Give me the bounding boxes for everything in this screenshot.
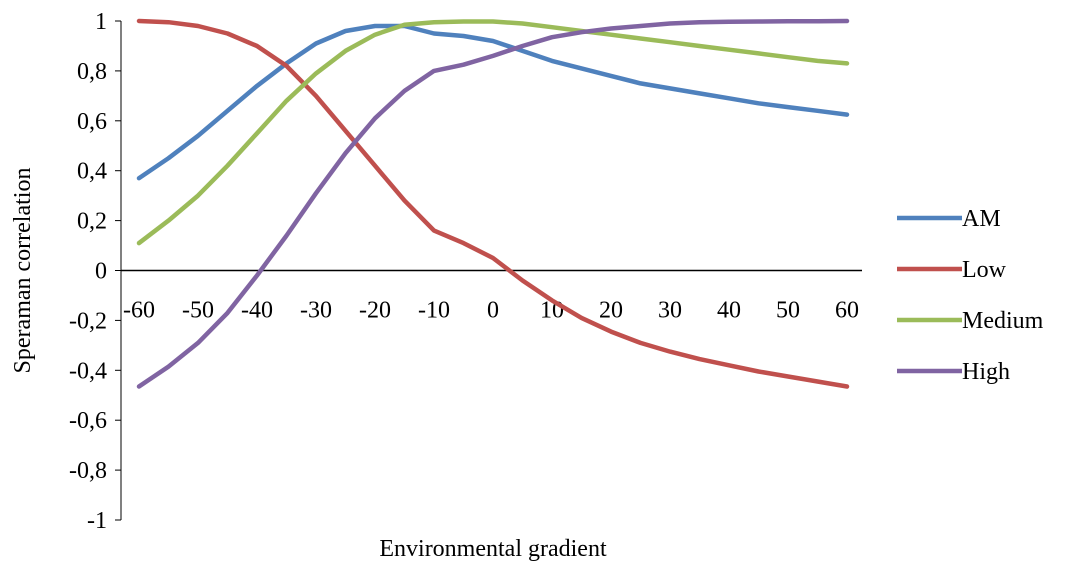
y-tick-label: 0 — [95, 259, 107, 285]
legend-label: AM — [962, 206, 1001, 232]
y-tick-label: -0,8 — [69, 458, 107, 484]
legend-label: Medium — [962, 308, 1044, 334]
legend-item-medium: Medium — [897, 308, 1044, 334]
x-tick-label: -60 — [123, 298, 155, 324]
y-tick-label: 1 — [95, 9, 107, 35]
axes — [120, 21, 862, 520]
y-tick-label: 0,8 — [77, 59, 107, 85]
x-tick-label: -40 — [241, 298, 273, 324]
legend-label: Low — [962, 257, 1007, 283]
x-tick-label: 50 — [776, 298, 800, 324]
y-tick-label: 0,2 — [77, 209, 107, 235]
x-axis-ticks: -60 -50 -40 -30 -20 -10 0 10 20 30 40 50 60 — [123, 298, 859, 324]
x-tick-label: -10 — [418, 298, 450, 324]
y-tick-label: 0,4 — [77, 159, 107, 185]
y-tick-label: -0,6 — [69, 408, 107, 434]
y-tick-label: -1 — [87, 508, 107, 534]
y-axis-ticks: 1 0,8 0,6 0,4 0,2 0 -0,2 -0,4 -0,6 -0,8 -1 — [69, 9, 121, 534]
x-tick-label: 60 — [835, 298, 859, 324]
x-tick-label: 40 — [717, 298, 741, 324]
series-line-medium — [136, 19, 850, 246]
series-line-am — [136, 23, 850, 181]
x-axis-title: Environmental gradient — [379, 536, 607, 562]
x-tick-label: -20 — [359, 298, 391, 324]
legend-item-low: Low — [897, 257, 1007, 283]
legend-item-am: AM — [897, 206, 1001, 232]
legend-label: High — [962, 359, 1010, 385]
y-axis-title: Speraman correlation — [10, 168, 36, 374]
legend: AM Low Medium High — [897, 206, 1044, 385]
x-tick-label: -50 — [182, 298, 214, 324]
x-tick-label: 0 — [487, 298, 499, 324]
legend-item-high: High — [897, 359, 1010, 385]
y-tick-label: -0,4 — [69, 358, 107, 384]
x-tick-label: -30 — [300, 298, 332, 324]
series-lines — [136, 18, 850, 389]
series-line-high — [136, 18, 850, 389]
series-line-low — [136, 18, 850, 389]
y-tick-label: -0,2 — [69, 308, 107, 334]
x-tick-label: 20 — [599, 298, 623, 324]
y-tick-label: 0,6 — [77, 109, 107, 135]
x-tick-label: 30 — [658, 298, 682, 324]
